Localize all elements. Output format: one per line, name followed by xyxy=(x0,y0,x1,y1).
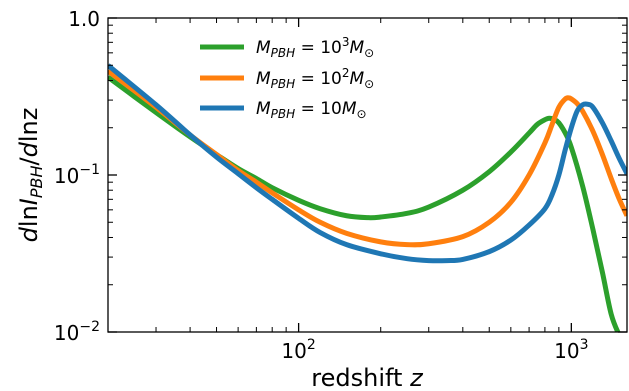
legend: MPBH = 103M⊙ MPBH = 102M⊙ MPBH = 10M⊙ xyxy=(200,35,374,121)
x-tick-label: 102 xyxy=(281,337,315,363)
x-tick-label: 103 xyxy=(554,337,588,363)
series-layer xyxy=(108,63,627,332)
series-line-1 xyxy=(108,68,627,248)
series-line-2 xyxy=(108,63,627,264)
legend-entry: MPBH = 10M⊙ xyxy=(256,99,367,121)
legend-entry: MPBH = 103M⊙ xyxy=(256,35,374,60)
y-tick-label: 10−1 xyxy=(54,162,100,188)
tick-layer xyxy=(107,17,627,333)
plot-background xyxy=(108,18,627,332)
y-tick-label: 1.0 xyxy=(68,7,100,31)
legend-entry: MPBH = 102M⊙ xyxy=(256,66,374,91)
y-axis-label: dlnIPBH/dlnz xyxy=(15,108,46,243)
series-line-0 xyxy=(108,75,621,332)
plot-frame xyxy=(107,17,628,333)
x-axis-label: redshift z xyxy=(311,364,424,391)
y-tick-label: 10−2 xyxy=(54,319,100,345)
